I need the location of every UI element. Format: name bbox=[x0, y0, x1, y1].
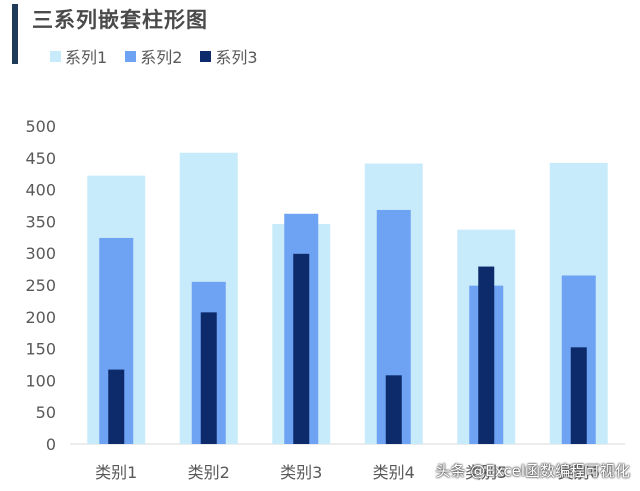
bar-series3-4 bbox=[385, 375, 402, 444]
x-tick-label: 类别4 bbox=[373, 463, 415, 482]
y-tick-label: 300 bbox=[25, 244, 56, 263]
y-tick-label: 450 bbox=[25, 149, 56, 168]
legend-label-series1: 系列1 bbox=[65, 48, 108, 67]
y-tick-label: 200 bbox=[25, 308, 56, 327]
y-tick-label: 400 bbox=[25, 181, 56, 200]
y-tick-label: 150 bbox=[25, 340, 56, 359]
y-tick-label: 50 bbox=[36, 403, 56, 422]
legend-swatch-series3 bbox=[200, 50, 212, 62]
y-tick-label: 350 bbox=[25, 212, 56, 231]
legend-label-series2: 系列2 bbox=[140, 48, 183, 67]
bar-series3-2 bbox=[200, 312, 217, 444]
x-tick-label: 类别1 bbox=[95, 463, 137, 482]
y-tick-label: 0 bbox=[46, 435, 56, 454]
x-tick-label: 类别2 bbox=[188, 463, 230, 482]
chart-title: 三系列嵌套柱形图 bbox=[32, 8, 208, 32]
x-tick-label: 类别6 bbox=[558, 463, 600, 482]
x-tick-label: 类别3 bbox=[280, 463, 322, 482]
legend-item-series1: 系列1 bbox=[50, 44, 107, 68]
y-tick-label: 500 bbox=[25, 117, 56, 136]
legend-swatch-series2 bbox=[125, 50, 137, 62]
y-tick-label: 250 bbox=[25, 276, 56, 295]
legend-swatch-series1 bbox=[50, 50, 61, 62]
bar-series3-5 bbox=[478, 266, 495, 444]
bar-series3-3 bbox=[293, 253, 310, 444]
bar-series3-6 bbox=[570, 347, 587, 444]
legend: 系列1 系列2 系列3 bbox=[50, 44, 258, 68]
y-tick-label: 100 bbox=[25, 371, 56, 390]
x-tick-label: 类别5 bbox=[465, 463, 507, 482]
bar-series3-1 bbox=[108, 369, 125, 444]
legend-label-series3: 系列3 bbox=[215, 48, 258, 67]
legend-item-series2: 系列2 bbox=[125, 44, 182, 68]
title-accent-bar bbox=[12, 4, 18, 64]
watermark-text: 头条 @Excel函数编程可视化 bbox=[435, 462, 630, 480]
legend-item-series3: 系列3 bbox=[200, 44, 258, 68]
